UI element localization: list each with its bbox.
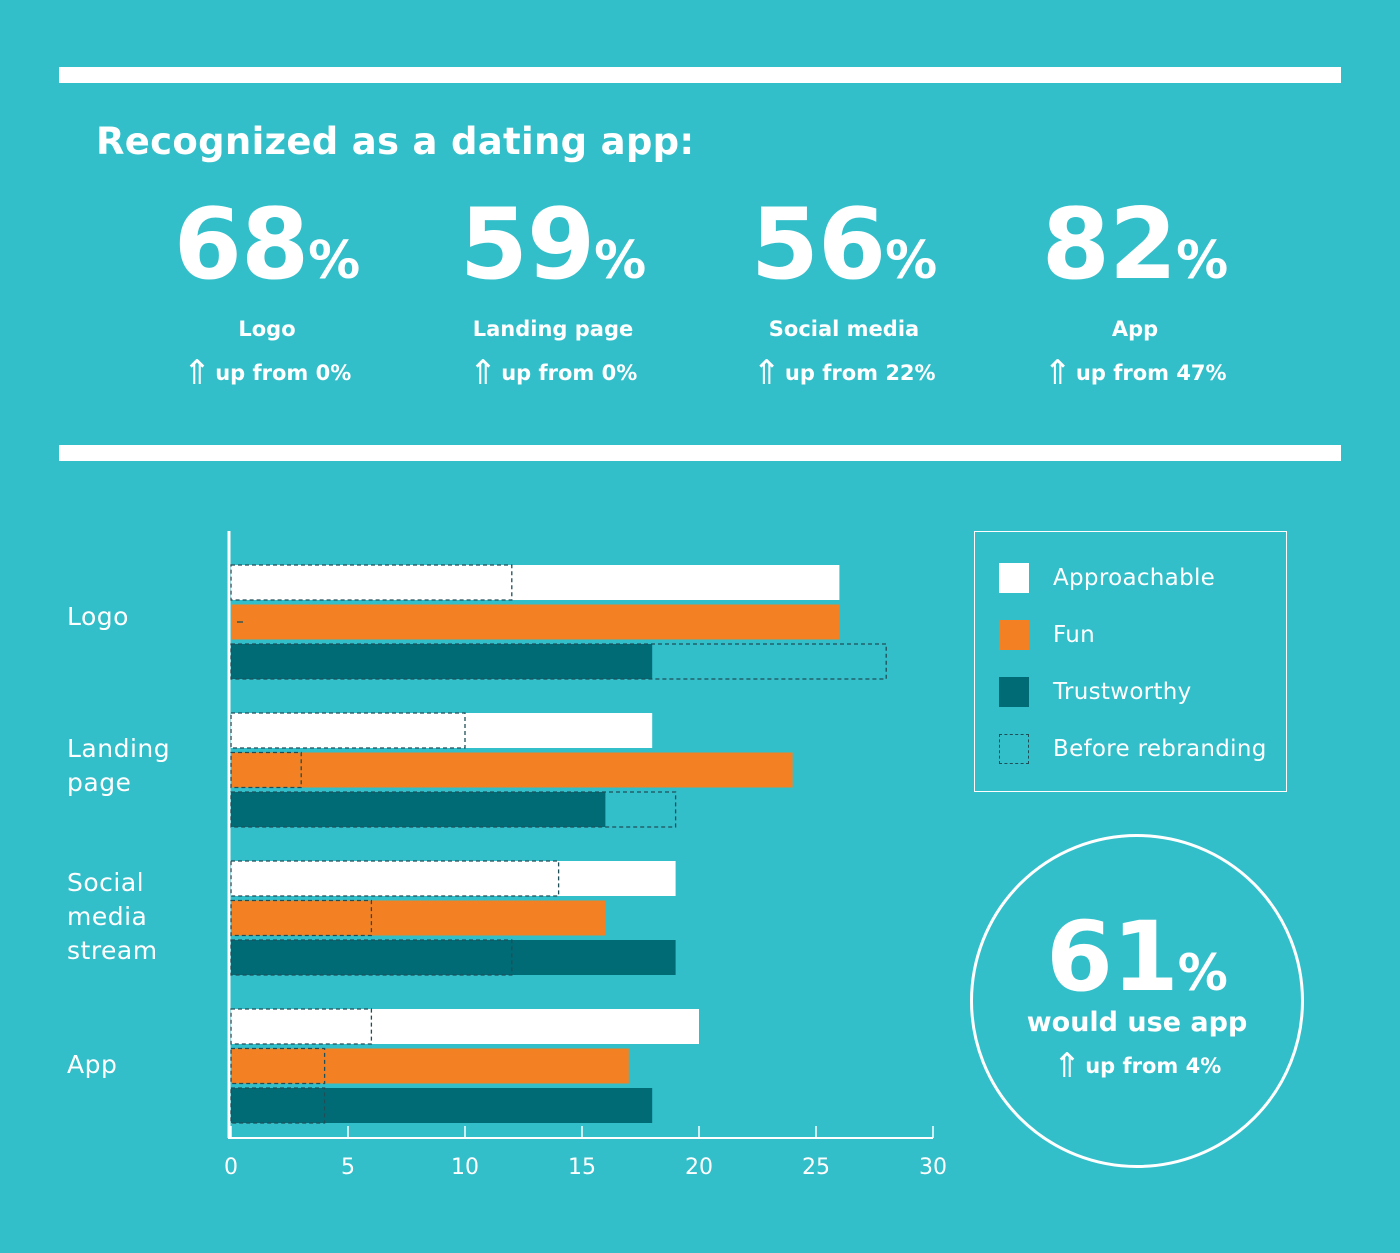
before-bar-approachable-3: [230, 1008, 373, 1045]
legend-swatch-before: [999, 734, 1029, 764]
legend-swatch-trustworthy: [999, 677, 1029, 707]
category-label: Social media stream: [67, 866, 217, 968]
bar-trustworthy-0: [231, 644, 653, 679]
x-tick-label: 15: [568, 1155, 596, 1180]
up-arrow-icon: ⇑: [1052, 1046, 1082, 1086]
top-divider: [59, 67, 1341, 83]
category-label-line: media: [67, 902, 148, 931]
stat-change: ⇑ up from 0%: [468, 353, 638, 393]
bar-approachable-1: [231, 713, 653, 748]
legend-label: Approachable: [1053, 565, 1216, 591]
category-label-line: Social: [67, 868, 145, 897]
stat-label: Landing page: [472, 317, 634, 341]
callout-value: 61%: [1046, 901, 1228, 1013]
legend-label: Before rebranding: [1053, 736, 1267, 762]
category-label-line: Logo: [67, 602, 129, 631]
before-bar-approachable-2: [230, 860, 560, 897]
stat-value: 82%: [1041, 188, 1229, 302]
category-label-line: Landing: [67, 734, 171, 763]
x-tick-label: 25: [802, 1155, 830, 1180]
before-bar-trustworthy-3: [230, 1087, 326, 1124]
category-label-line: App: [67, 1050, 118, 1079]
stat-change: ⇑ up from 47%: [1043, 353, 1227, 393]
x-tick-label: 5: [341, 1155, 355, 1180]
stat-label: App: [1111, 317, 1159, 341]
bar-fun-2: [231, 900, 606, 936]
legend-item-fun: Fun: [999, 619, 1095, 651]
legend-label: Fun: [1053, 622, 1096, 648]
stat-social-media: 56% Social media ⇑ up from 22%: [699, 190, 989, 393]
middle-divider: [59, 445, 1341, 461]
stat-value: 56%: [750, 188, 938, 302]
x-tick-label: 30: [919, 1155, 947, 1180]
x-tick-label: 10: [451, 1155, 479, 1180]
legend-item-approachable: Approachable: [999, 562, 1215, 594]
x-tick-label: 0: [224, 1155, 238, 1180]
up-arrow-icon: ⇑: [1043, 353, 1072, 393]
category-label: App: [67, 1048, 217, 1082]
category-label-line: page: [67, 768, 132, 797]
legend-label: Trustworthy: [1053, 679, 1192, 705]
category-label: Landing page: [67, 732, 217, 800]
before-bar-fun-3: [230, 1047, 326, 1085]
before-bar-trustworthy-0: [230, 643, 887, 680]
bar-trustworthy-3: [231, 1088, 653, 1123]
before-bar-fun-1: [230, 751, 302, 789]
stat-change: ⇑ up from 0%: [182, 353, 352, 393]
page-title: Recognized as a dating app:: [96, 120, 695, 163]
before-bar-approachable-0: [230, 564, 513, 601]
bar-trustworthy-1: [231, 792, 606, 827]
up-arrow-icon: ⇑: [468, 353, 498, 393]
legend: Approachable Fun Trustworthy Before rebr…: [974, 531, 1287, 792]
before-bar-trustworthy-1: [230, 791, 677, 828]
bar-approachable-0: [231, 565, 840, 600]
category-label: Logo: [67, 600, 217, 634]
before-bar-fun-2: [230, 899, 373, 937]
stat-logo: 68% Logo ⇑ up from 0%: [122, 190, 412, 393]
stat-label: Logo: [238, 317, 296, 341]
up-arrow-icon: ⇑: [752, 353, 781, 393]
bar-fun-3: [231, 1048, 629, 1084]
legend-item-trustworthy: Trustworthy: [999, 676, 1192, 708]
stat-landing-page: 59% Landing page ⇑ up from 0%: [408, 190, 698, 393]
before-bar-approachable-1: [230, 712, 466, 749]
bar-approachable-2: [231, 861, 676, 896]
stat-value: 68%: [173, 188, 361, 302]
bar-approachable-3: [231, 1009, 699, 1044]
bar-fun-0: [231, 604, 840, 640]
up-arrow-icon: ⇑: [182, 353, 212, 393]
before-bar-trustworthy-2: [230, 939, 513, 976]
legend-item-before: Before rebranding: [999, 733, 1267, 765]
callout-change: ⇑ up from 4%: [1052, 1046, 1222, 1086]
stat-change: ⇑ up from 22%: [752, 353, 936, 393]
stat-app: 82% App ⇑ up from 47%: [990, 190, 1280, 393]
bar-trustworthy-2: [231, 940, 676, 975]
stat-value: 59%: [459, 188, 647, 302]
x-tick-label: 20: [685, 1155, 713, 1180]
callout-circle: 61% would use app ⇑ up from 4%: [970, 834, 1304, 1168]
legend-swatch-approachable: [999, 563, 1029, 593]
bar-fun-1: [231, 752, 793, 788]
callout-label: would use app: [1026, 1007, 1248, 1038]
legend-swatch-fun: [999, 620, 1029, 650]
stat-label: Social media: [768, 317, 920, 341]
category-label-line: stream: [67, 936, 158, 965]
